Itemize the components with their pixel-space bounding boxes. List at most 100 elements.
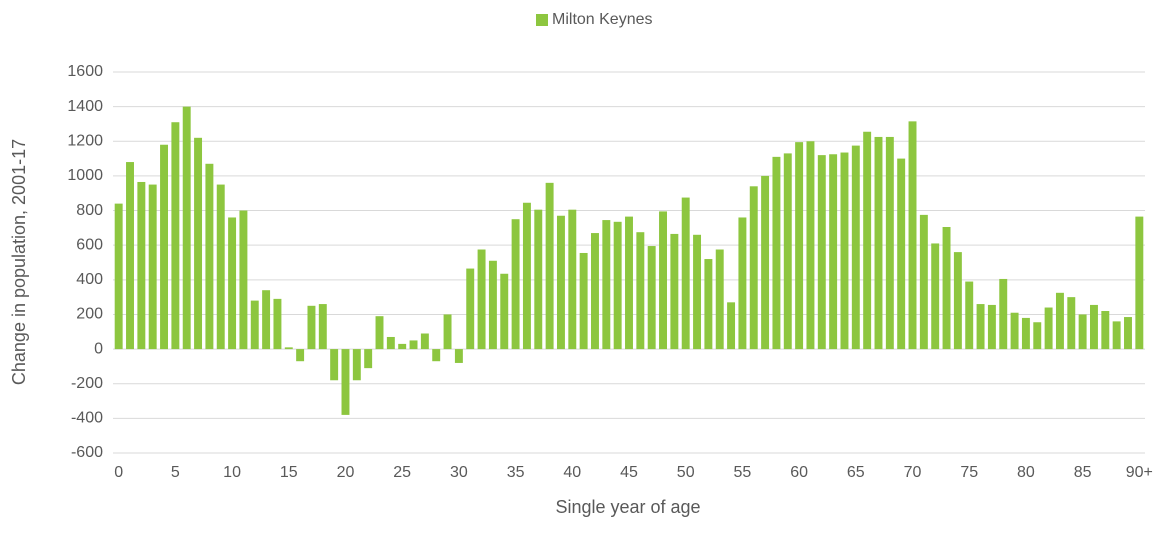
bar	[987, 304, 996, 350]
bar	[704, 259, 713, 350]
bar	[522, 202, 531, 350]
bar	[318, 304, 327, 350]
bar	[160, 144, 169, 350]
x-tick-label: 75	[960, 464, 978, 481]
x-tick-label: 15	[280, 464, 298, 481]
bar	[579, 252, 588, 350]
bar	[250, 300, 259, 350]
x-tick-label: 40	[563, 464, 581, 481]
x-tick-label: 70	[904, 464, 922, 481]
bar	[976, 304, 985, 350]
bar	[885, 136, 894, 350]
bar	[1044, 307, 1053, 350]
bar	[659, 211, 667, 350]
bar	[341, 349, 350, 415]
bar	[466, 268, 475, 350]
bar	[727, 302, 736, 350]
x-tick-label: 25	[393, 464, 411, 481]
x-tick-label: 0	[114, 464, 123, 481]
bar	[681, 197, 690, 350]
bar	[488, 260, 497, 350]
y-tick-label: 200	[76, 306, 103, 323]
bar	[182, 106, 191, 350]
bar	[863, 131, 872, 350]
x-tick-label: 50	[677, 464, 695, 481]
bar	[262, 290, 271, 350]
x-tick-label: 30	[450, 464, 468, 481]
bar	[307, 305, 316, 350]
y-tick-label: 1200	[67, 132, 103, 149]
bar	[386, 336, 395, 350]
legend-label: Milton Keynes	[552, 11, 653, 28]
x-tick-label: 45	[620, 464, 638, 481]
y-tick-label: 400	[76, 271, 103, 288]
bar	[591, 233, 599, 350]
bar	[783, 153, 792, 350]
y-axis-title: Change in population, 2001-17	[9, 139, 29, 385]
y-tick-label: 800	[76, 202, 103, 219]
y-tick-label: 1600	[67, 63, 103, 80]
bar	[806, 141, 815, 350]
bar	[647, 246, 656, 350]
bar	[749, 186, 758, 350]
bar	[534, 209, 543, 350]
y-tick-label: -400	[71, 410, 103, 427]
bar	[511, 219, 520, 350]
bar	[851, 145, 860, 350]
bar	[205, 163, 214, 350]
bar	[942, 226, 951, 350]
bar	[296, 349, 305, 362]
bar	[216, 184, 225, 350]
bar	[829, 154, 838, 350]
bar	[148, 184, 157, 350]
legend-swatch	[536, 14, 548, 26]
bar	[738, 217, 747, 350]
bar	[1033, 322, 1042, 350]
bar	[1089, 304, 1098, 350]
bar	[375, 316, 384, 350]
bar	[194, 137, 203, 350]
bar	[613, 221, 622, 350]
bar	[772, 156, 781, 350]
x-axis-title: Single year of age	[555, 497, 700, 517]
bar	[874, 136, 883, 350]
x-tick-label: 55	[734, 464, 752, 481]
bar	[999, 278, 1008, 350]
bar	[840, 152, 849, 350]
bar	[693, 234, 702, 350]
bar	[454, 349, 463, 363]
bar	[352, 349, 361, 381]
bar	[795, 142, 804, 350]
bar	[500, 273, 509, 350]
bar	[1055, 292, 1064, 350]
x-tick-label: 65	[847, 464, 865, 481]
y-tick-label: 0	[94, 340, 103, 357]
bar	[126, 162, 134, 350]
bar	[330, 349, 339, 381]
bar	[670, 233, 679, 350]
bar	[284, 347, 293, 350]
bar	[545, 182, 554, 350]
bar	[965, 281, 974, 350]
bar	[1135, 216, 1144, 350]
bar	[1067, 297, 1076, 350]
bar	[432, 349, 441, 362]
bar	[420, 333, 429, 350]
bar	[931, 243, 940, 350]
bar	[171, 122, 180, 350]
y-tick-label: 1400	[67, 98, 103, 115]
x-tick-label: 80	[1017, 464, 1035, 481]
bar	[761, 175, 770, 350]
y-tick-label: -200	[71, 375, 103, 392]
bar	[1078, 314, 1087, 350]
bar	[636, 232, 645, 350]
x-tick-label: 20	[337, 464, 355, 481]
x-tick-label: 35	[507, 464, 525, 481]
bar	[1010, 312, 1019, 350]
bar	[1112, 321, 1121, 350]
bar	[137, 181, 146, 350]
x-tick-label: 90+	[1126, 464, 1153, 481]
bar	[239, 210, 248, 350]
x-tick-label: 10	[223, 464, 241, 481]
